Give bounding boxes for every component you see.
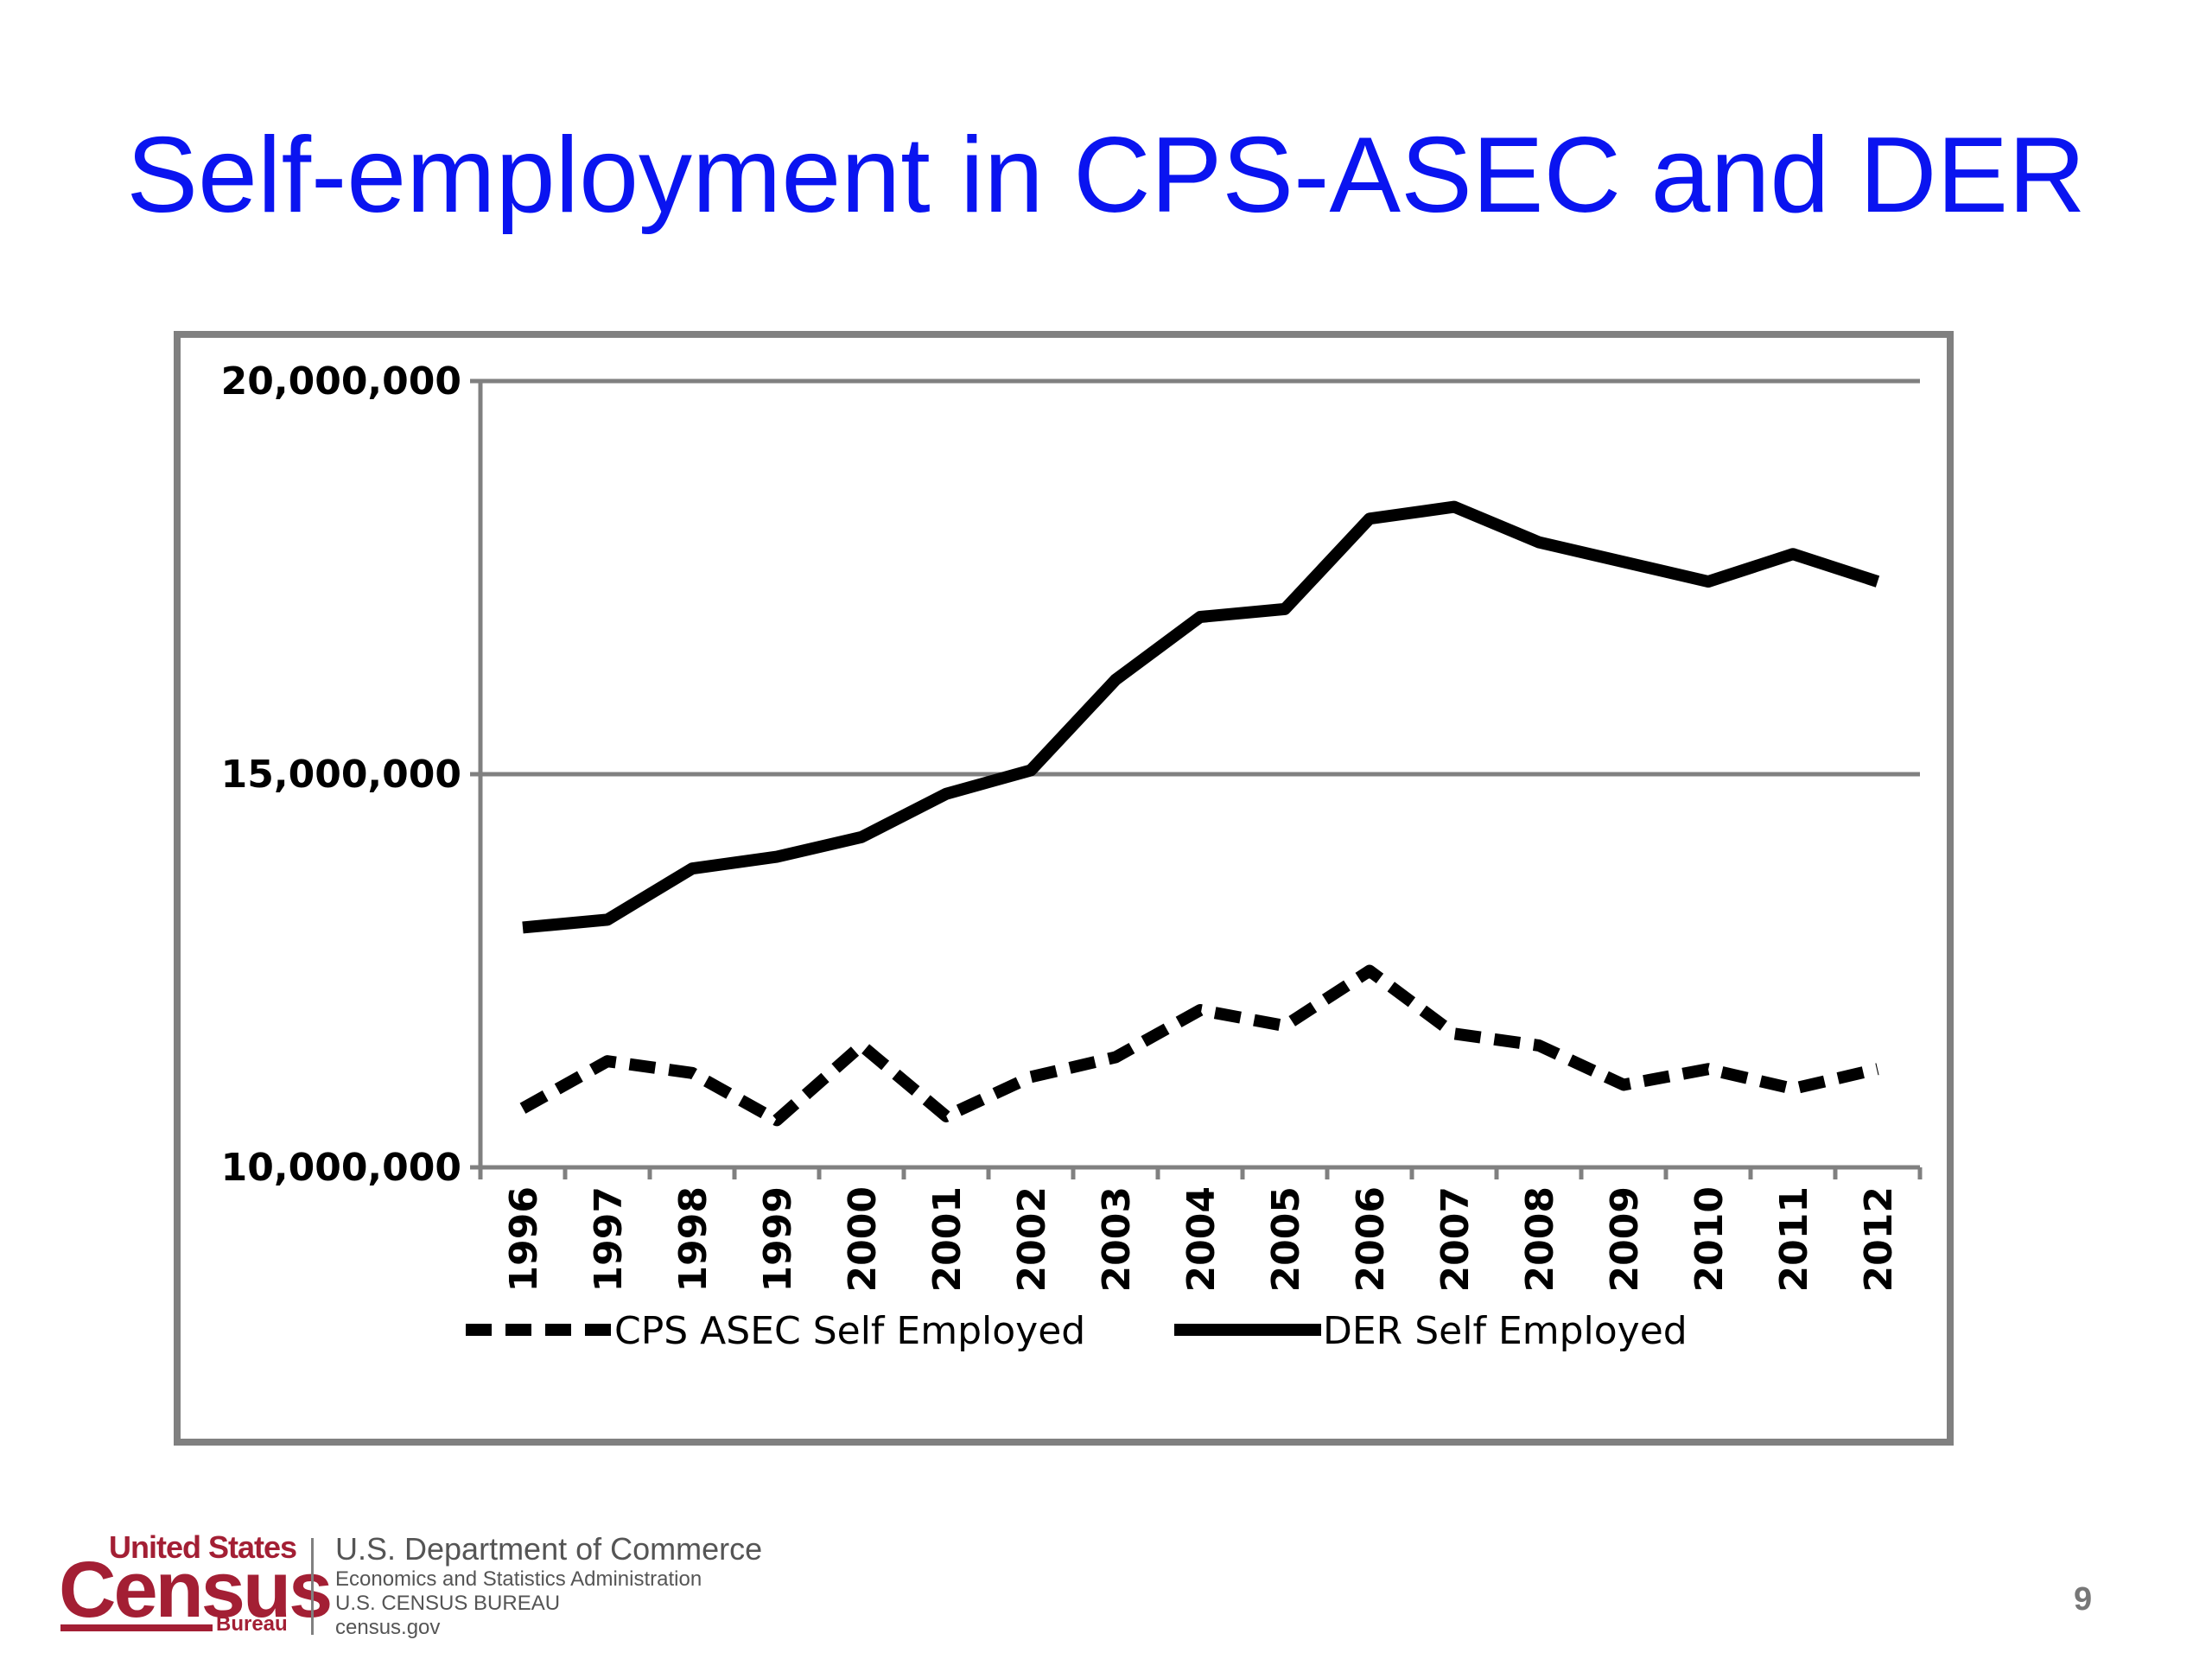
x-tick-label: 2005 [1264,1186,1308,1292]
x-tick-label: 2003 [1095,1186,1139,1292]
logo-underline [60,1624,213,1631]
x-tick-label: 2004 [1179,1186,1224,1292]
logo-bureau: Bureau [216,1612,288,1636]
x-tick-label: 1997 [587,1186,631,1292]
axis-layer: 10,000,000 15,000,000 20,000,000 1996 1997 19… [221,359,1923,1292]
y-tick-label: 10,000,000 [221,1146,461,1190]
slide-title: Self-employment in CPS-ASEC and DER [126,116,2086,235]
y-tick-label: 20,000,000 [221,359,461,404]
x-tick-label: 2010 [1688,1186,1732,1292]
x-tick-label: 2012 [1857,1186,1901,1292]
x-tick-label: 1998 [671,1186,715,1292]
legend-label: CPS ASEC Self Employed [614,1309,1085,1353]
x-tick-label: 2009 [1603,1186,1647,1292]
logo-census: Census [59,1546,333,1634]
legend-label: DER Self Employed [1323,1309,1688,1353]
logo-united-states: United States [109,1529,297,1565]
x-tick-label: 2007 [1433,1186,1478,1292]
line-chart: 10,000,000 15,000,000 20,000,000 1996 1997 19… [221,359,1923,1353]
bureau-name: U.S. CENSUS BUREAU [335,1592,561,1615]
y-tick-label: 15,000,000 [221,753,461,797]
x-tick-label: 2001 [925,1186,969,1292]
grid-layer [480,378,1920,1170]
x-tick-label: 2011 [1772,1186,1816,1292]
x-tick-label: 1999 [756,1186,800,1292]
page-number: 9 [2074,1581,2093,1618]
website-text: census.gov [335,1616,441,1639]
x-tick-label: 2006 [1349,1186,1393,1292]
administration-name: Economics and Statistics Administration [335,1567,702,1591]
series-line-der-self-employed [522,500,1880,934]
x-tick-label: 2002 [1010,1186,1054,1292]
series-layer [519,500,1880,1127]
x-tick-label: 2008 [1518,1186,1562,1292]
department-name: U.S. Department of Commerce [335,1531,763,1567]
x-tick-label: 1996 [502,1186,546,1292]
series-line-cps-asec-self-employed [519,964,1879,1127]
chart-frame: 10,000,000 15,000,000 20,000,000 1996 1997 19… [174,331,1954,1446]
census-bureau-logo: United States Census Bureau [59,1529,333,1636]
legend-layer: CPS ASEC Self Employed DER Self Employed [466,1309,1688,1353]
x-tick-label: 2000 [841,1186,885,1292]
footer-divider [311,1538,314,1635]
footer-text: U.S. Department of Commerce Economics an… [335,1531,762,1640]
